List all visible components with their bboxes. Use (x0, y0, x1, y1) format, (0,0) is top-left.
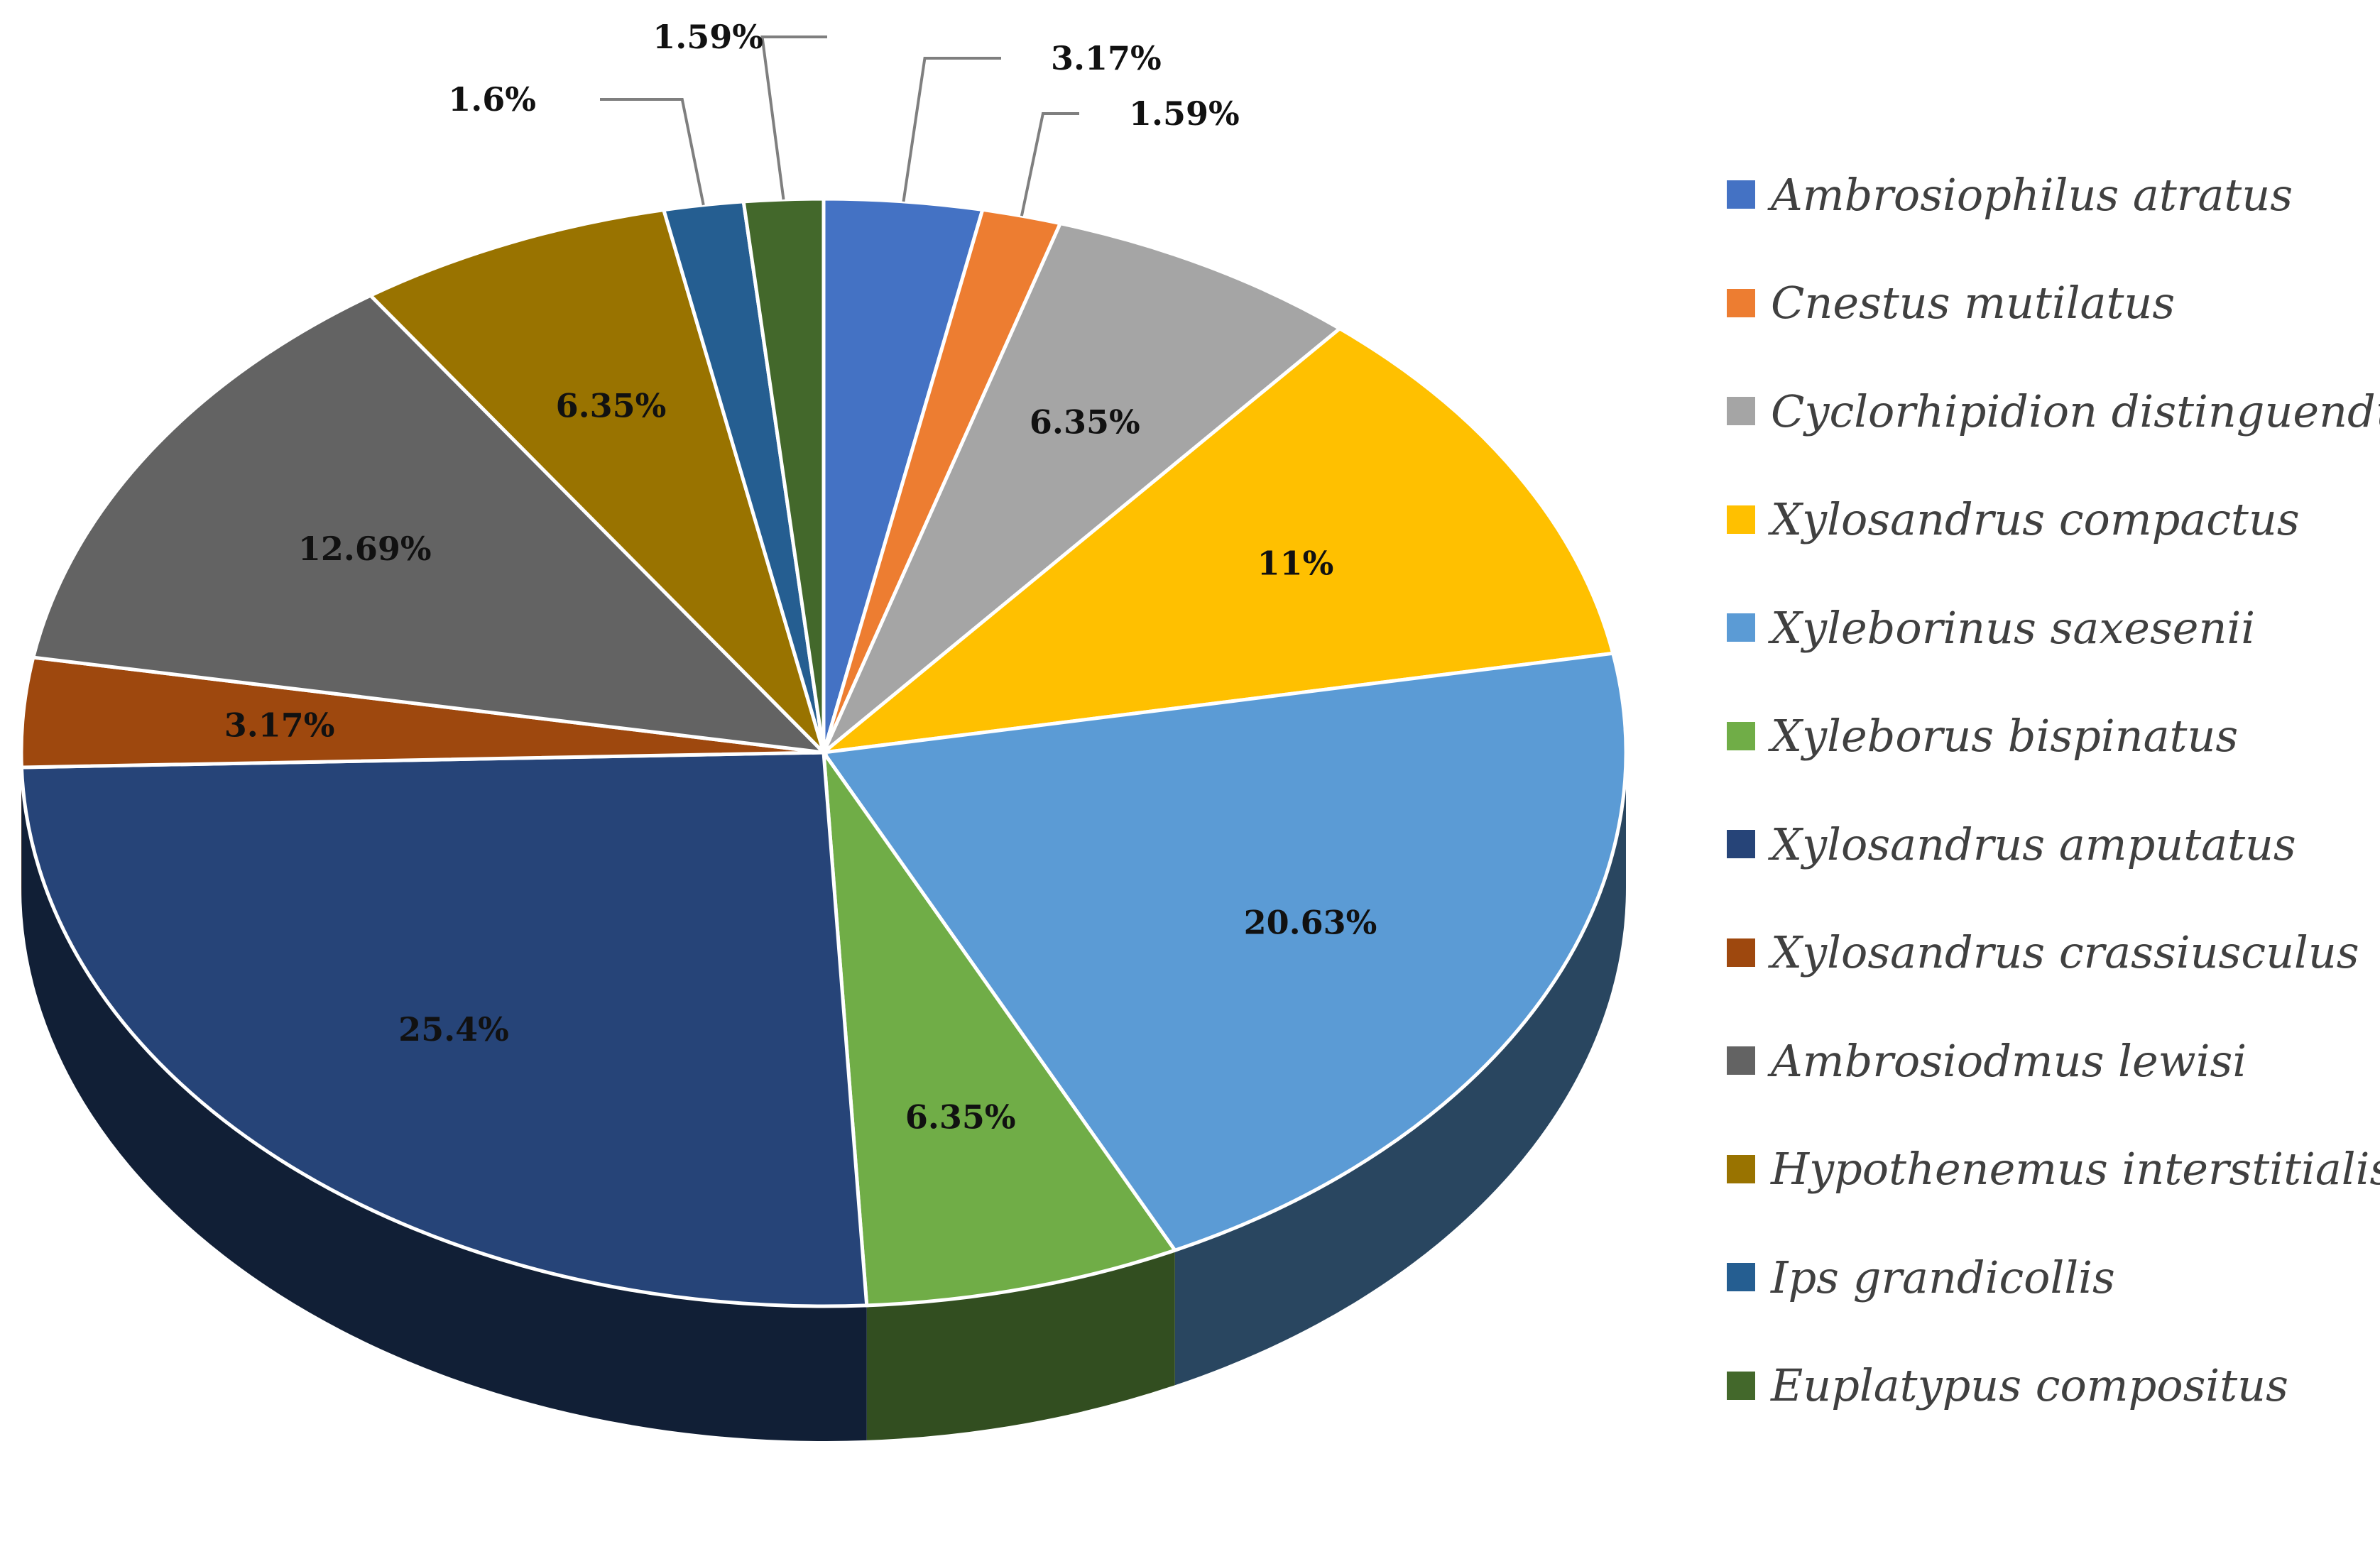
legend-label: Ambrosiophilus atratus (1771, 168, 2293, 221)
legend-item: Xylosandrus amputatus (1727, 790, 2373, 899)
data-label: 1.59% (653, 18, 763, 56)
legend-item: Xyleborus bispinatus (1727, 682, 2373, 791)
legend-label: Euplatypus compositus (1771, 1359, 2288, 1412)
data-label: 20.63% (1244, 904, 1377, 942)
legend-swatch (1727, 397, 1755, 426)
legend-label: Xyleborus bispinatus (1771, 710, 2239, 762)
pie-slice (821, 221, 1343, 754)
data-label: 3.17% (224, 706, 335, 744)
legend-item: Ambrosiophilus atratus (1727, 141, 2373, 249)
legend-item: Ips grandicollis (1727, 1223, 2373, 1332)
legend-label: Cnestus mutilatus (1771, 277, 2176, 329)
data-label: 1.59% (1129, 94, 1240, 133)
legend-item: Xylosandrus crassiusculus (1727, 899, 2373, 1007)
legend-swatch (1727, 505, 1755, 534)
legend-swatch (1727, 830, 1755, 859)
pie-slice (31, 293, 829, 755)
legend-swatch (1727, 1154, 1755, 1183)
legend-item: Euplatypus compositus (1727, 1332, 2373, 1440)
legend-label: Ambrosiodmus lewisi (1771, 1034, 2247, 1087)
legend-swatch (1727, 1263, 1755, 1292)
data-label: 6.35% (1030, 403, 1140, 441)
legend-label: Xylosandrus amputatus (1771, 818, 2296, 870)
pie-slice-side (866, 1250, 1175, 1440)
legend-swatch (1727, 1046, 1755, 1075)
legend-swatch (1727, 180, 1755, 209)
legend-item: Ambrosiodmus lewisi (1727, 1007, 2373, 1115)
legend-swatch (1727, 288, 1755, 317)
data-label: 12.69% (298, 530, 432, 568)
pie-slice (741, 197, 826, 753)
leader-line (1020, 112, 1079, 217)
legend-item: Cnestus mutilatus (1727, 249, 2373, 358)
legend-label: Hypothenemus interstitialis (1771, 1143, 2380, 1195)
legend-swatch (1727, 613, 1755, 642)
legend-label: Xylosandrus crassiusculus (1771, 926, 2359, 979)
legend-label: Ips grandicollis (1771, 1251, 2115, 1303)
pie-slice (19, 750, 869, 1308)
pie-slice (19, 655, 824, 770)
leader-line (600, 98, 705, 206)
data-label: 3.17% (1051, 39, 1162, 77)
legend-label: Xyleborinus saxesenii (1771, 601, 2256, 654)
leader-line (902, 57, 1001, 202)
data-label: 6.35% (556, 387, 667, 425)
legend-item: Hypothenemus interstitialis (1727, 1115, 2380, 1224)
legend-label: Xylosandrus compactus (1771, 493, 2300, 546)
legend-swatch (1727, 1371, 1755, 1400)
pie-slice-side (1174, 752, 1626, 1386)
leader-line (760, 35, 827, 200)
legend-item: Cyclorhipidion distinguendum (1727, 357, 2380, 466)
legend-item: Xyleborinus saxesenii (1727, 574, 2373, 682)
pie-slice-side (21, 767, 867, 1441)
legend-item: Xylosandrus compactus (1727, 466, 2373, 574)
data-label: 1.6% (448, 80, 536, 119)
legend: Ambrosiophilus atratus Cnestus mutilatus C… (1727, 141, 2380, 1440)
pie-slice (821, 746, 1178, 1308)
pie-slice (820, 651, 1628, 1253)
pie-slice (817, 326, 1615, 755)
legend-swatch (1727, 938, 1755, 967)
data-label: 6.35% (905, 1098, 1016, 1136)
legend-label: Cyclorhipidion distinguendum (1771, 385, 2380, 437)
data-label: 11% (1257, 544, 1334, 583)
legend-swatch (1727, 721, 1755, 750)
data-label: 25.4% (398, 1010, 509, 1049)
pie-slice (367, 207, 826, 754)
